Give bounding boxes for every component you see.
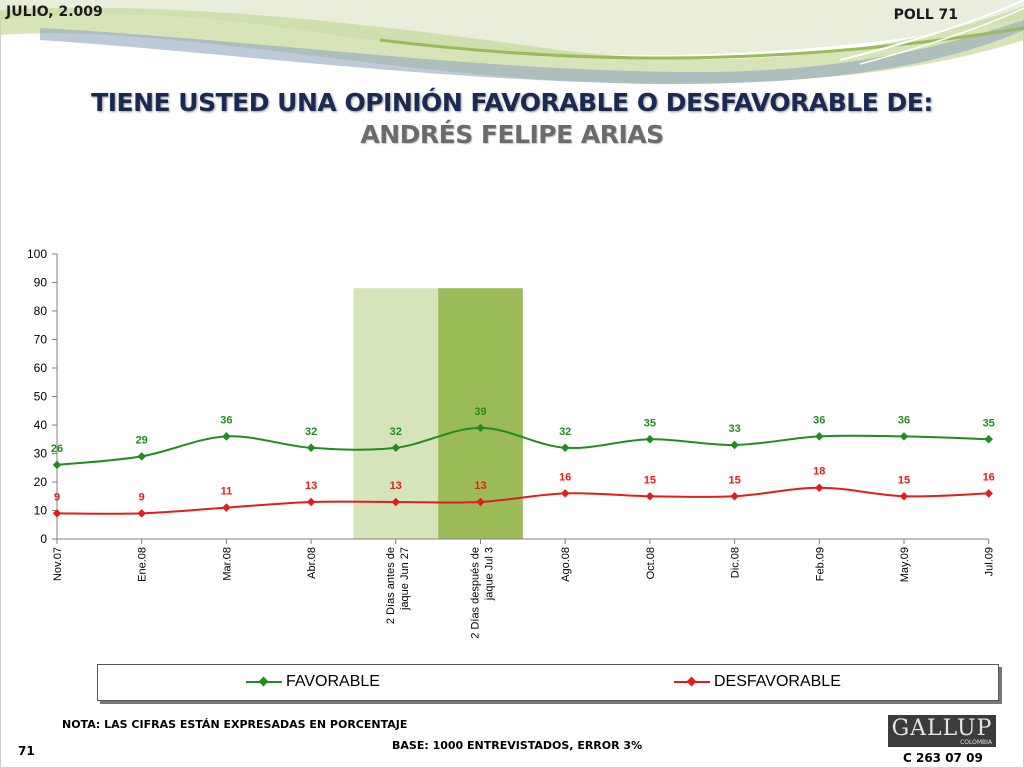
y-tick-label: 80 <box>34 304 48 318</box>
data-point-desfavorable <box>560 489 570 498</box>
data-point-favorable <box>52 460 62 470</box>
legend-marker-desfavorable <box>674 672 710 692</box>
data-label-favorable: 26 <box>51 443 63 455</box>
data-label-desfavorable: 15 <box>644 474 656 486</box>
page-title: TIENE USTED UNA OPINIÓN FAVORABLE O DESF… <box>91 88 933 117</box>
data-label-desfavorable: 13 <box>305 480 317 492</box>
y-tick-label: 90 <box>34 276 48 290</box>
data-point-favorable <box>984 435 993 444</box>
data-point-desfavorable <box>137 509 146 518</box>
y-tick-label: 10 <box>34 504 48 518</box>
data-label-desfavorable: 15 <box>898 474 910 486</box>
data-point-desfavorable <box>899 492 909 501</box>
y-tick-label: 30 <box>34 447 48 461</box>
data-label-favorable: 32 <box>305 426 317 438</box>
footer-base: BASE: 1000 ENTREVISTADOS, ERROR 3% <box>392 739 643 752</box>
header-banner <box>0 0 1024 85</box>
data-label-favorable: 32 <box>559 426 571 438</box>
x-tick-label: Dic.08 <box>730 547 742 578</box>
data-label-favorable: 36 <box>220 414 232 426</box>
highlight-band-0 <box>353 288 439 539</box>
data-label-desfavorable: 11 <box>221 486 233 498</box>
data-point-favorable <box>730 440 739 450</box>
header-date: JULIO, 2.009 <box>6 4 103 20</box>
x-tick-label: May.09 <box>899 547 911 582</box>
logo-subtext: COLOMBIA <box>960 739 992 746</box>
data-label-desfavorable: 13 <box>390 480 402 492</box>
line-chart: 0 10 20 30 40 50 60 70 80 90 100 Nov.07 Ene.08 Mar.08… <box>27 247 996 639</box>
data-point-favorable <box>476 423 485 433</box>
data-point-favorable <box>222 432 231 441</box>
data-point-desfavorable <box>222 503 231 512</box>
y-tick-label: 50 <box>34 390 48 404</box>
data-point-favorable <box>899 432 909 441</box>
data-point-favorable <box>815 432 824 441</box>
footer-note: NOTA: LAS CIFRAS ESTÁN EXPRESADAS EN POR… <box>62 718 408 731</box>
legend-item-favorable: FAVORABLE <box>246 671 380 693</box>
series-line-desfavorable <box>56 486 989 515</box>
data-label-favorable: 35 <box>983 417 995 429</box>
data-point-favorable <box>137 452 146 461</box>
page-subtitle: ANDRÉS FELIPE ARIAS <box>360 120 664 149</box>
y-tick-label: 100 <box>27 247 47 261</box>
reference-code: C 263 07 09 <box>903 751 983 765</box>
data-point-desfavorable <box>391 497 401 507</box>
data-point-desfavorable <box>984 489 993 498</box>
x-tick-label: Nov.07 <box>52 547 64 581</box>
data-label-favorable: 36 <box>898 414 910 426</box>
data-label-desfavorable: 9 <box>54 491 60 503</box>
y-tick-label: 20 <box>34 475 48 489</box>
data-label-favorable: 29 <box>136 434 148 446</box>
data-label-desfavorable: 15 <box>728 474 740 486</box>
data-point-desfavorable <box>730 492 739 501</box>
data-label-favorable: 32 <box>390 426 402 438</box>
data-label-favorable: 33 <box>728 423 740 435</box>
data-point-favorable <box>306 443 316 453</box>
data-point-desfavorable <box>476 497 485 507</box>
data-point-desfavorable <box>645 492 655 501</box>
y-tick-label: 40 <box>34 418 48 432</box>
chart-legend: FAVORABLE DESFAVORABLE <box>97 664 999 701</box>
legend-marker-favorable <box>246 672 282 692</box>
legend-label-favorable: FAVORABLE <box>286 673 380 690</box>
data-point-desfavorable <box>306 497 316 507</box>
data-label-favorable: 36 <box>813 414 825 426</box>
data-point-desfavorable <box>815 483 824 492</box>
slide-number: 71 <box>18 744 35 758</box>
data-label-favorable: 39 <box>474 406 486 418</box>
y-tick-label: 60 <box>34 361 48 375</box>
x-tick-label: Ago.08 <box>560 547 572 582</box>
data-point-favorable <box>645 435 655 444</box>
x-tick-label: 2 Días antes de jaque Jun 27 <box>385 547 411 624</box>
x-tick-label: Jul.09 <box>984 547 996 576</box>
gallup-logo: GALLUP COLOMBIA <box>888 715 996 747</box>
data-label-desfavorable: 9 <box>139 491 145 503</box>
x-tick-label: Oct.08 <box>645 547 657 579</box>
highlight-band-1 <box>438 288 523 539</box>
series-line-favorable <box>56 426 989 466</box>
x-tick-label: 2 Días después de jaque Jul 3 <box>470 547 496 639</box>
x-tick-label: Ene.08 <box>137 547 149 582</box>
legend-label-desfavorable: DESFAVORABLE <box>714 673 841 690</box>
y-tick-label: 70 <box>34 333 48 347</box>
y-tick-label: 0 <box>40 532 47 546</box>
x-tick-label: Feb.09 <box>814 547 826 581</box>
data-point-favorable <box>560 443 570 453</box>
data-label-desfavorable: 18 <box>813 466 825 478</box>
x-tick-label: Abr.08 <box>306 547 318 579</box>
x-tick-label: Mar.08 <box>221 547 233 581</box>
logo-text: GALLUP <box>891 716 993 741</box>
data-point-favorable <box>391 443 401 453</box>
data-label-favorable: 35 <box>644 417 656 429</box>
legend-item-desfavorable: DESFAVORABLE <box>674 671 841 693</box>
data-label-desfavorable: 16 <box>983 471 995 483</box>
data-label-desfavorable: 16 <box>559 471 571 483</box>
header-poll: POLL 71 <box>893 7 958 23</box>
data-label-desfavorable: 13 <box>474 480 486 492</box>
